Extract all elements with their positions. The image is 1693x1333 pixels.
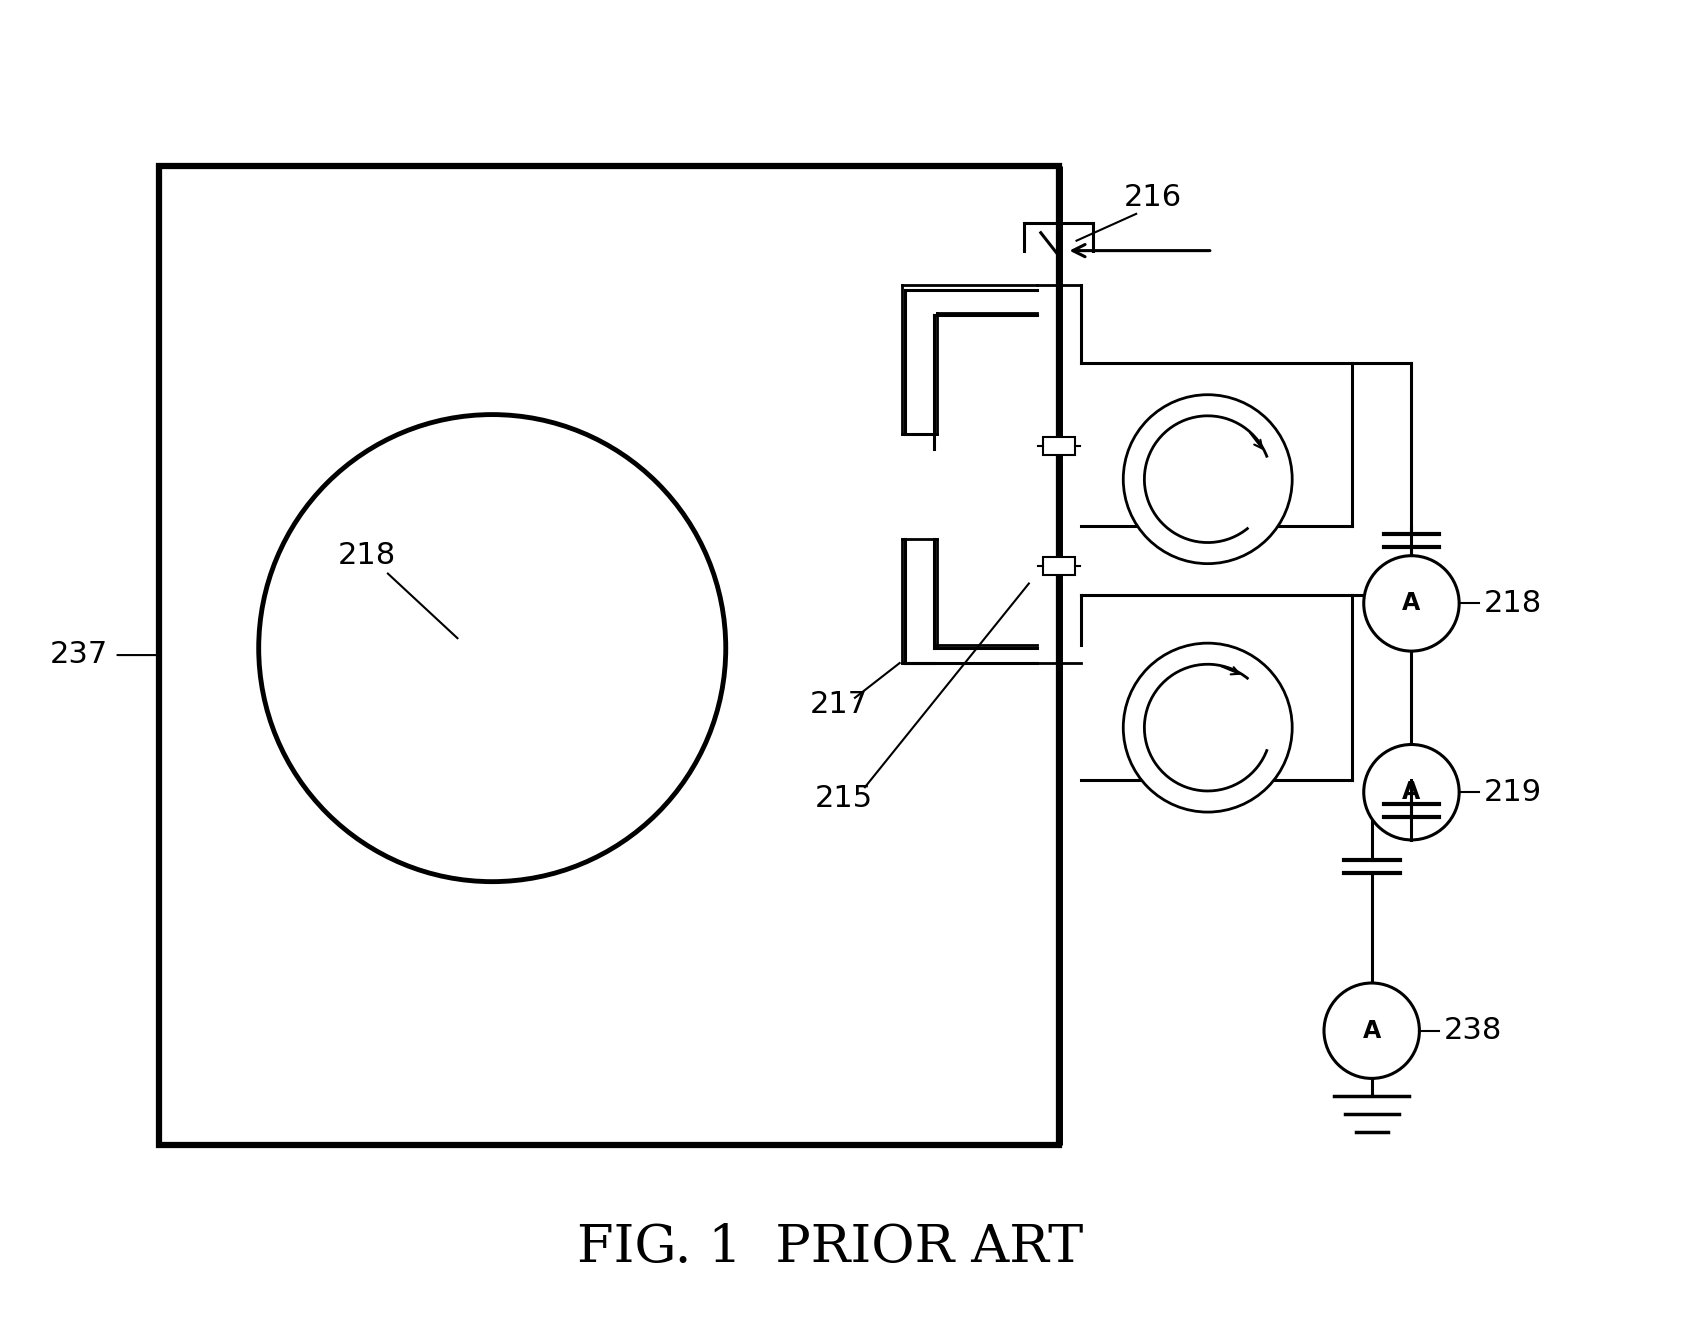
Text: 218: 218 — [339, 541, 396, 569]
Text: FIG. 1  PRIOR ART: FIG. 1 PRIOR ART — [577, 1222, 1084, 1273]
Text: 218: 218 — [1485, 589, 1542, 619]
Bar — [1043, 437, 1075, 456]
Text: A: A — [1402, 592, 1420, 616]
Text: 238: 238 — [1444, 1016, 1503, 1045]
Circle shape — [1365, 556, 1459, 651]
Circle shape — [1122, 395, 1292, 564]
Text: 217: 217 — [811, 689, 869, 718]
Circle shape — [1365, 745, 1459, 840]
Circle shape — [1122, 643, 1292, 812]
Text: 215: 215 — [816, 784, 874, 813]
Circle shape — [1324, 982, 1419, 1078]
Circle shape — [259, 415, 726, 881]
Text: 216: 216 — [1122, 183, 1182, 212]
Text: 219: 219 — [1485, 777, 1542, 806]
Text: 237: 237 — [51, 640, 108, 669]
Bar — [159, 167, 1058, 1145]
Text: A: A — [1402, 780, 1420, 804]
Text: A: A — [1363, 1018, 1381, 1042]
Bar — [1043, 557, 1075, 575]
